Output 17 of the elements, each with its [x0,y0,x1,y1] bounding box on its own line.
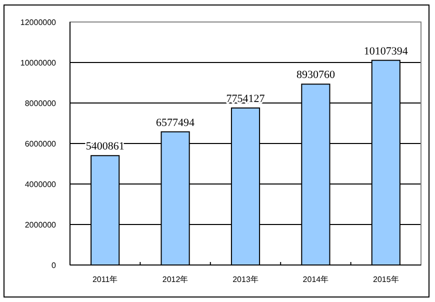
y-tick-label: 0 [52,261,57,270]
y-tick-label: 6000000 [24,140,57,148]
y-tick-label: 4000000 [24,180,57,189]
y-tick-label: 12000000 [20,18,57,27]
x-tick-label: 2015年 [373,275,399,284]
x-tick-label: 2013年 [232,275,258,284]
data-label: 5400861 [86,140,124,153]
x-tick-label: 2012年 [162,275,188,284]
y-tick-label: 10000000 [20,58,57,68]
data-label: 10107394 [364,45,408,58]
y-tick-label: 2000000 [24,220,57,230]
data-label: 6577494 [156,116,196,129]
x-tick-label: 2014年 [302,275,329,284]
y-tick-label: 8000000 [24,99,57,108]
data-label: 8930760 [296,69,336,82]
x-tick-label: 2011年 [92,275,118,284]
data-label: 7754127 [226,92,266,105]
